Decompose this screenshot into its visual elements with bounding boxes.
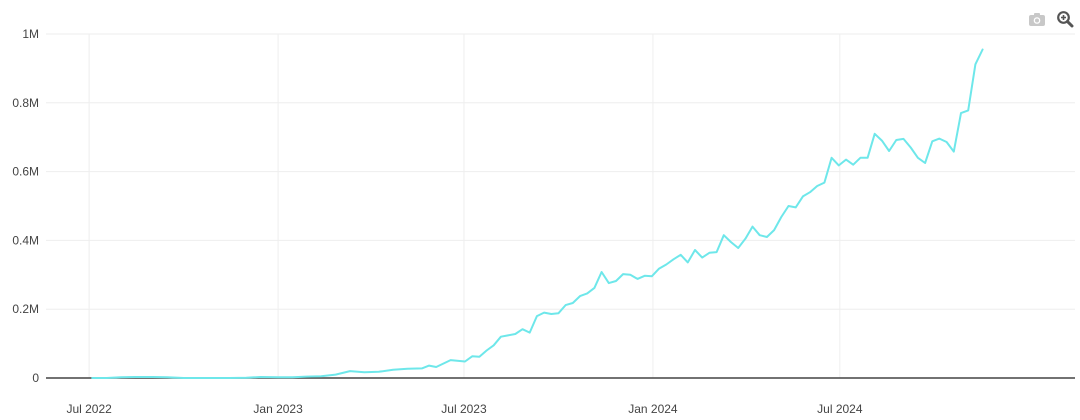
y-tick-label: 1M bbox=[22, 27, 39, 41]
modebar bbox=[1028, 10, 1074, 28]
y-tick-label: 0.6M bbox=[12, 165, 39, 179]
y-tick-label: 0.2M bbox=[12, 302, 39, 316]
camera-icon[interactable] bbox=[1028, 10, 1046, 28]
y-tick-label: 0 bbox=[32, 371, 39, 385]
grid bbox=[46, 33, 1075, 378]
x-tick-label: Jul 2022 bbox=[66, 402, 112, 416]
y-tick-label: 0.4M bbox=[12, 233, 39, 247]
series-line bbox=[91, 48, 984, 379]
x-tick-label: Jul 2024 bbox=[817, 402, 863, 416]
y-tick-label: 0.8M bbox=[12, 96, 39, 110]
x-tick-label: Jul 2023 bbox=[441, 402, 487, 416]
series-layer bbox=[91, 48, 984, 379]
axes: 0 0.2M 0.4M 0.6M 0.8M 1M Jul 2022 Jan 2023 Jul 2… bbox=[12, 27, 1075, 416]
zoom-icon[interactable] bbox=[1056, 10, 1074, 28]
x-tick-label: Jan 2024 bbox=[628, 402, 678, 416]
x-tick-label: Jan 2023 bbox=[253, 402, 303, 416]
